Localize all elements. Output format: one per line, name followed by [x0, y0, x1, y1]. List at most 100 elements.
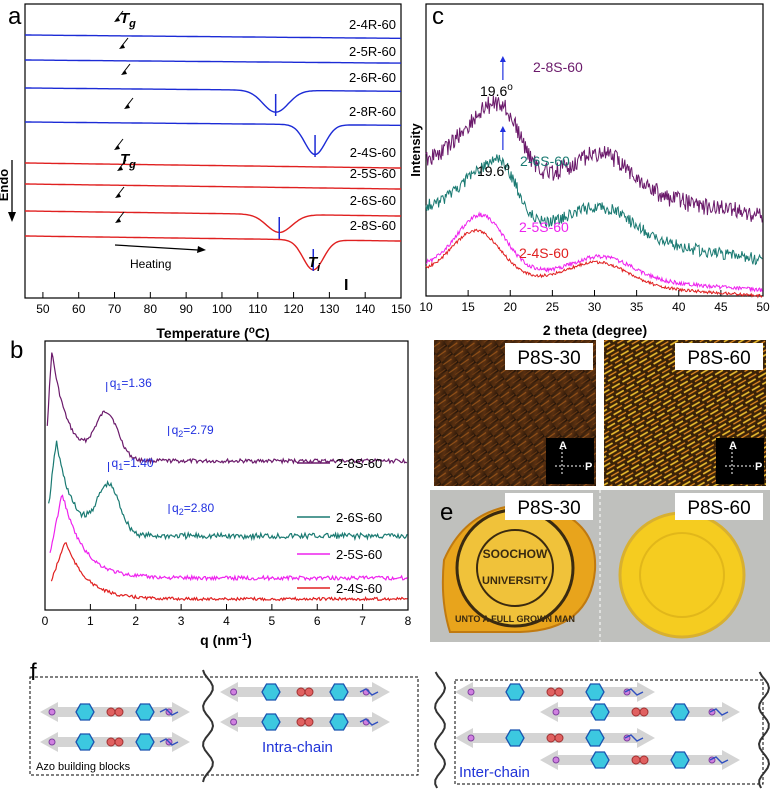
panel-c: c 10 15 20 25 30 35 40 45 50 2-8S-60 19.6o 2-6S-60… — [408, 3, 770, 338]
benzene-ring — [329, 713, 349, 731]
saxs-legend-label: 2-6S-60 — [336, 510, 382, 525]
azo-n-atom — [106, 737, 116, 747]
azo-n-atom — [631, 707, 641, 717]
seal-text-bottom: UNTO A FULL GROWN MAN — [455, 614, 575, 624]
pom-title-bg-right — [675, 343, 763, 370]
saxs-curve — [50, 542, 408, 602]
panel-b-curves: 2-8S-60 q1=1.36 q2=2.79 2-6S-60 q1=1.40 q2=2.… — [46, 352, 408, 602]
panel-label-c: c — [432, 3, 444, 30]
q1-label: q1=1.40 — [112, 456, 154, 472]
q2-label: q2=2.80 — [172, 501, 214, 517]
saxs-legend-label: 2-8S-60 — [336, 456, 382, 471]
a-xtick-label: 120 — [284, 302, 304, 316]
heating-label: Heating — [130, 257, 171, 271]
dsc-series-label: 2-5S-60 — [350, 166, 396, 181]
panel-f-molecules — [40, 669, 771, 789]
intra-chain-label: Intra-chain — [262, 739, 333, 756]
dsc-curve — [25, 87, 402, 113]
benzene-ring — [505, 729, 525, 747]
a-xtick-label: 70 — [108, 302, 122, 316]
a-xtick-label: 150 — [391, 302, 411, 316]
oxygen-atom — [230, 688, 238, 696]
pom-title-left: P8S-30 — [517, 348, 580, 369]
azo-n-atom — [554, 687, 564, 697]
azo-label: Azo building blocks — [36, 761, 131, 773]
panel-a-ticks: 50 60 70 80 90 100 110 120 130 140 150 — [36, 292, 411, 316]
inter-chain-box — [454, 679, 764, 785]
azo-n-atom — [546, 733, 556, 743]
ti-label: Ti — [308, 254, 321, 274]
tg-arrow-head — [124, 104, 130, 109]
oxygen-atom — [467, 734, 475, 742]
waxs-curve — [425, 211, 763, 293]
waxs-curve — [425, 154, 763, 266]
tg-arrow-head — [114, 145, 120, 150]
seal-text-mid: UNIVERSITY — [482, 575, 549, 587]
a-xtick-label: 90 — [179, 302, 193, 316]
c-xtick-label: 40 — [672, 300, 686, 314]
panel-a-xlabel: Temperature (oC) — [156, 325, 269, 342]
tg-arrow-head — [121, 70, 127, 75]
dsc-series-label: 2-8R-60 — [349, 104, 396, 119]
q1-label: q1=1.36 — [110, 376, 152, 392]
saxs-legend-label: 2-4S-60 — [336, 581, 382, 596]
panel-c-xlabel: 2 theta (degree) — [543, 322, 647, 338]
saxs-curve — [49, 494, 408, 582]
oxygen-atom — [552, 756, 560, 764]
c-xtick-label: 30 — [588, 300, 602, 314]
polymer-backbone — [757, 671, 771, 789]
polarizer-inset-left — [546, 438, 594, 484]
b-xtick-label: 7 — [359, 614, 366, 628]
endo-arrow-head — [8, 212, 16, 222]
film-title-right: P8S-60 — [687, 498, 750, 519]
panel-b-xlabel: q (nm-1) — [200, 632, 252, 649]
benzene-ring — [590, 751, 610, 769]
alkyl-tail — [159, 708, 179, 716]
oxygen-atom — [230, 718, 238, 726]
scale-bar-mark: I — [344, 277, 348, 294]
benzene-ring — [135, 733, 155, 751]
a-xtick-label: 60 — [72, 302, 86, 316]
polarizer-inset-right — [716, 438, 764, 484]
film-title-bg-left — [505, 493, 593, 520]
dsc-curve — [25, 183, 401, 190]
tg-label-top: Tg — [120, 10, 136, 30]
b-xtick-label: 4 — [223, 614, 230, 628]
b-xtick-label: 6 — [314, 614, 321, 628]
b-xtick-label: 3 — [178, 614, 185, 628]
azo-n-atom — [296, 717, 306, 727]
film-title-left: P8S-30 — [517, 498, 580, 519]
alkyl-tail — [159, 738, 179, 746]
c-xtick-label: 10 — [419, 300, 433, 314]
b-xtick-label: 8 — [405, 614, 412, 628]
c-xtick-label: 35 — [630, 300, 644, 314]
dsc-series-label: 2-6R-60 — [349, 70, 396, 85]
dsc-series-label: 2-4R-60 — [349, 17, 396, 32]
waxs-series-label: 2-5S-60 — [519, 219, 569, 235]
alkyl-tail — [359, 718, 379, 726]
film-p8s-60-seal-ghost — [639, 532, 725, 618]
benzene-ring — [135, 703, 155, 721]
dsc-curve — [25, 59, 401, 64]
intra-chain-box — [29, 676, 419, 776]
film-title-bg-right — [675, 493, 763, 520]
azo-n-atom — [106, 707, 116, 717]
polarizer-p-left: P — [585, 461, 592, 473]
c-xtick-label: 15 — [461, 300, 475, 314]
dsc-curve — [25, 162, 401, 169]
oxygen-atom — [48, 738, 56, 746]
heating-arrow-head — [197, 246, 206, 253]
a-xtick-label: 140 — [355, 302, 375, 316]
tg-arrow-head — [114, 17, 120, 22]
benzene-ring — [670, 751, 690, 769]
q2-label: q2=2.79 — [172, 423, 214, 439]
heating-arrow-shaft — [114, 244, 199, 251]
polymer-backbone — [433, 671, 447, 789]
panel-a-frame — [24, 3, 402, 299]
c-xtick-label: 25 — [546, 300, 560, 314]
pom-title-bg-left — [505, 343, 593, 370]
panel-f: f Azo building blocks Intra-chain Inter-… — [29, 659, 771, 789]
dsc-curve — [25, 121, 402, 156]
azo-n-atom — [554, 733, 564, 743]
